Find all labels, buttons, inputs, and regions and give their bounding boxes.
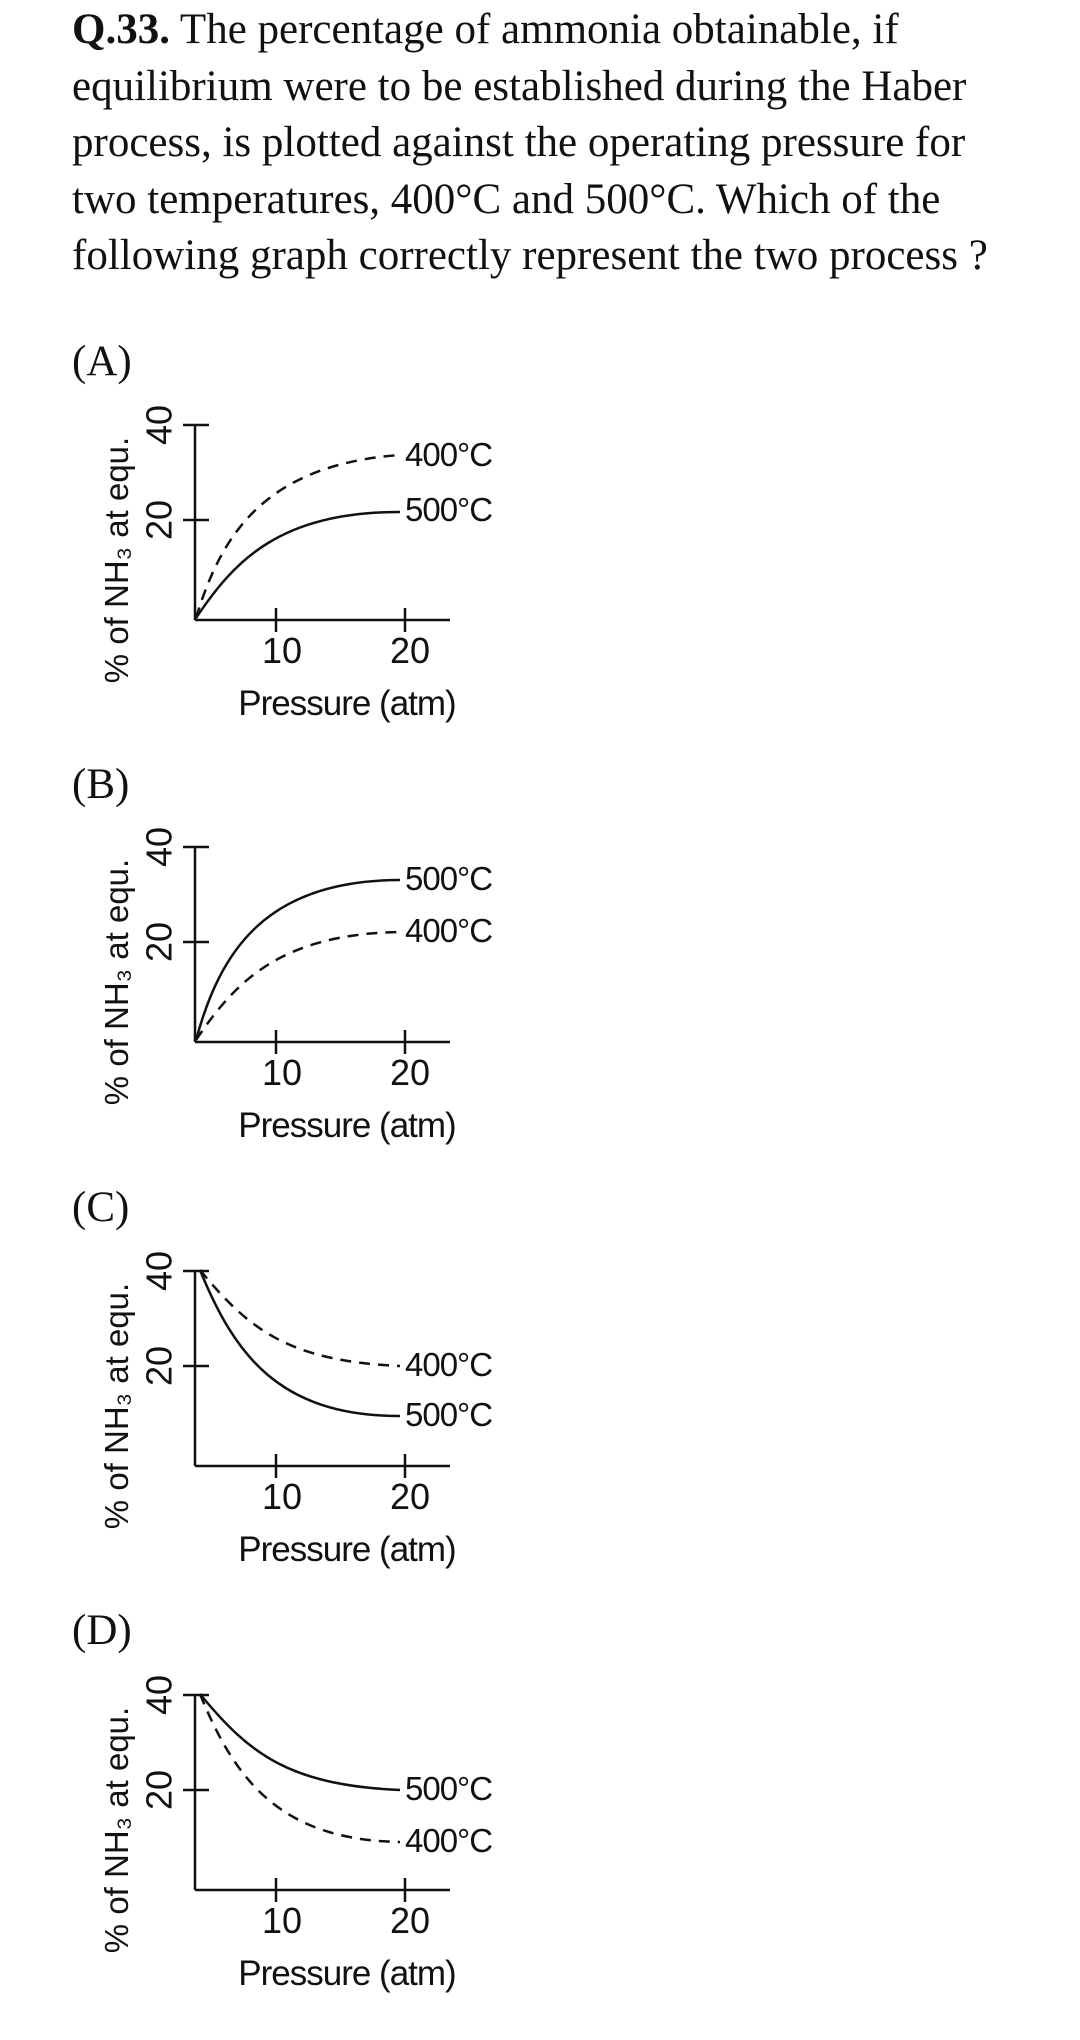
curve-500c-solid xyxy=(194,878,401,1041)
curve-label-400c: 400°C xyxy=(405,436,492,473)
x-tick-label-20: 20 xyxy=(390,1476,430,1517)
option-a-graph[interactable]: % of NH₃ at equ. 40 20 10 20 400°C 500°C… xyxy=(0,390,1080,770)
y-tick-label-40: 40 xyxy=(139,1675,180,1715)
curve-label-500c: 500°C xyxy=(405,860,492,897)
curve-500c-solid xyxy=(198,1269,401,1418)
curve-label-500c: 500°C xyxy=(405,1396,492,1433)
option-c-graph[interactable]: % of NH₃ at equ. 40 20 10 20 400°C 500°C… xyxy=(0,1236,1080,1616)
curve-label-500c: 500°C xyxy=(405,1770,492,1807)
x-tick-label-10: 10 xyxy=(262,1900,302,1941)
x-axis-label: Pressure (atm) xyxy=(238,1954,455,1993)
curve-400c-dashed xyxy=(199,1269,401,1368)
option-b-label[interactable]: (B) xyxy=(72,761,130,808)
y-tick-label-40: 40 xyxy=(139,1251,180,1291)
y-tick-label-20: 20 xyxy=(139,922,180,962)
curve-400c-dashed xyxy=(198,1693,401,1844)
y-tick-label-40: 40 xyxy=(139,827,180,867)
curve-400c-dashed xyxy=(194,930,401,1041)
x-tick-label-20: 20 xyxy=(390,1900,430,1941)
y-tick-label-20: 20 xyxy=(139,1770,180,1810)
x-tick-label-10: 10 xyxy=(262,1052,302,1093)
y-axis-label: % of NH₃ at equ. xyxy=(98,859,135,1105)
option-a-label[interactable]: (A) xyxy=(72,338,132,385)
x-tick-label-20: 20 xyxy=(390,1052,430,1093)
y-tick-label-20: 20 xyxy=(139,500,180,540)
question-text: Q.33. The percentage of ammonia obtainab… xyxy=(72,2,1032,285)
question-body: The percentage of ammonia obtainable, if… xyxy=(72,6,988,279)
option-d-label[interactable]: (D) xyxy=(72,1607,132,1654)
option-b-graph[interactable]: % of NH₃ at equ. 40 20 10 20 500°C 400°C… xyxy=(0,812,1080,1192)
curve-500c-solid xyxy=(194,510,401,619)
curve-label-400c: 400°C xyxy=(405,1822,492,1859)
curve-500c-solid xyxy=(199,1693,401,1792)
curve-400c-dashed xyxy=(194,453,401,619)
x-tick-label-10: 10 xyxy=(262,630,302,671)
option-c-label[interactable]: (C) xyxy=(72,1184,130,1231)
y-axis-label: % of NH₃ at equ. xyxy=(98,437,135,683)
curve-label-400c: 400°C xyxy=(405,912,492,949)
y-axis-label: % of NH₃ at equ. xyxy=(98,1707,135,1953)
x-axis-label: Pressure (atm) xyxy=(238,1530,455,1569)
y-tick-label-40: 40 xyxy=(139,405,180,445)
y-tick-label-20: 20 xyxy=(139,1346,180,1386)
curve-label-500c: 500°C xyxy=(405,491,492,528)
x-tick-label-10: 10 xyxy=(262,1476,302,1517)
curve-label-400c: 400°C xyxy=(405,1346,492,1383)
y-axis-label: % of NH₃ at equ. xyxy=(98,1283,135,1529)
x-axis-label: Pressure (atm) xyxy=(238,684,455,723)
x-axis-label: Pressure (atm) xyxy=(238,1106,455,1145)
option-d-graph[interactable]: % of NH₃ at equ. 40 20 10 20 500°C 400°C… xyxy=(0,1660,1080,2040)
question-number: Q.33. xyxy=(72,6,170,53)
x-tick-label-20: 20 xyxy=(390,630,430,671)
